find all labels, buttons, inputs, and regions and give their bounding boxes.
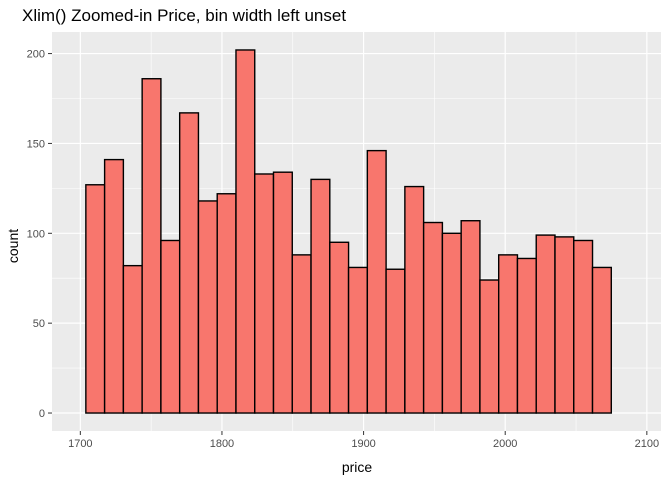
x-tick-label: 2100 <box>635 438 659 450</box>
histogram-bar <box>441 232 462 414</box>
histogram-bar <box>103 158 125 414</box>
histogram-bar <box>385 268 406 414</box>
histogram-bar <box>141 78 162 414</box>
histogram-bar <box>554 236 575 414</box>
histogram-bar <box>366 149 387 414</box>
histogram-bar <box>591 266 612 414</box>
histogram-bar <box>310 178 331 414</box>
y-tick-label: 150 <box>27 138 45 150</box>
histogram-bar <box>160 239 181 414</box>
histogram-bar <box>404 185 425 414</box>
histogram-bar <box>197 200 218 414</box>
histogram-bar <box>216 193 237 414</box>
y-tick-label: 200 <box>27 49 45 61</box>
histogram-bar <box>85 184 106 414</box>
x-axis: 1700 1800 1900 2000 2100 <box>68 431 659 450</box>
x-tick-label: 1800 <box>210 438 234 450</box>
histogram-bar <box>254 173 275 414</box>
histogram-bar <box>272 171 293 414</box>
histogram-bars <box>85 49 612 414</box>
x-tick-label: 1700 <box>68 438 92 450</box>
x-axis-title: price <box>342 459 373 475</box>
chart-title: Xlim() Zoomed-in Price, bin width left u… <box>22 6 346 25</box>
histogram-bar <box>573 239 594 414</box>
histogram-bar <box>479 279 500 414</box>
histogram-bar <box>329 241 350 414</box>
y-tick-label: 100 <box>27 228 45 240</box>
histogram-bar <box>460 220 481 414</box>
y-tick-label: 50 <box>33 318 45 330</box>
y-axis: 0 50 100 150 200 <box>27 49 52 420</box>
x-tick-label: 2000 <box>493 438 517 450</box>
histogram-bar <box>235 49 256 414</box>
histogram-bar <box>516 257 537 414</box>
y-tick-label: 0 <box>39 408 45 420</box>
x-tick-label: 1900 <box>351 438 375 450</box>
y-axis-title: count <box>5 229 21 263</box>
histogram-bar <box>535 234 556 414</box>
histogram-bar <box>178 112 200 414</box>
histogram-bar <box>347 266 369 414</box>
histogram-bar <box>291 254 312 414</box>
histogram-bar <box>122 264 143 414</box>
histogram-bar <box>497 254 519 414</box>
histogram-bar <box>422 221 444 414</box>
